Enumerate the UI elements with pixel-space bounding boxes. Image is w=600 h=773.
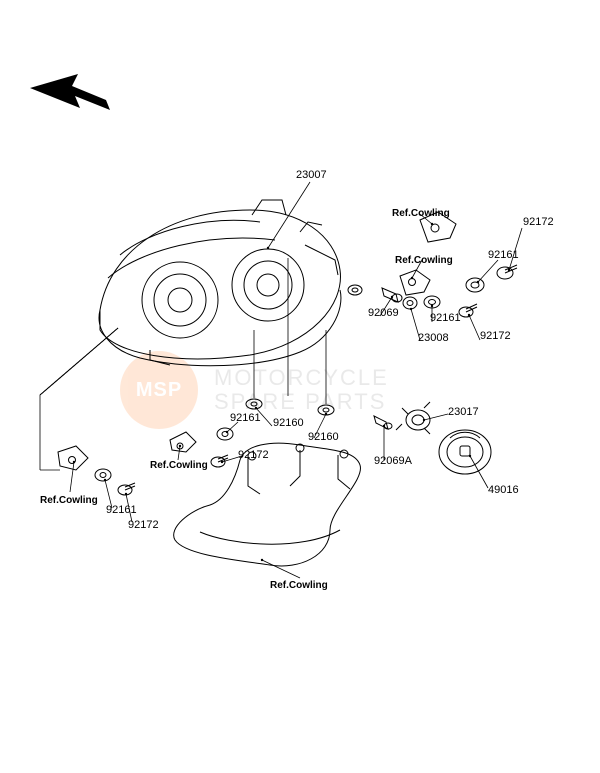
ref-cowling-label: Ref.Cowling xyxy=(150,460,208,471)
long-leaders xyxy=(40,258,326,470)
callout-92161: 92161 xyxy=(106,504,137,516)
ref-cowling-label: Ref.Cowling xyxy=(40,495,98,506)
callout-23007: 23007 xyxy=(296,169,327,181)
callout-92172: 92172 xyxy=(128,519,159,531)
diagram-page: { "diagram": { "type": "exploded-parts-d… xyxy=(0,0,600,773)
callout-92160: 92160 xyxy=(308,431,339,443)
headlamp-assembly xyxy=(99,200,341,366)
callout-92172: 92172 xyxy=(480,330,511,342)
callout-23017: 23017 xyxy=(448,406,479,418)
ref-cowling-label: Ref.Cowling xyxy=(395,255,453,266)
callout-92069: 92069 xyxy=(368,307,399,319)
callout-92172: 92172 xyxy=(523,216,554,228)
direction-arrow-icon xyxy=(30,74,110,110)
callout-49016: 49016 xyxy=(488,484,519,496)
callout-92161: 92161 xyxy=(488,249,519,261)
callout-92161: 92161 xyxy=(230,412,261,424)
callout-23008: 23008 xyxy=(418,332,449,344)
callout-92160: 92160 xyxy=(273,417,304,429)
mount-bracket-left xyxy=(58,446,135,495)
diagram-svg xyxy=(0,0,600,773)
callout-92069A: 92069A xyxy=(374,455,412,467)
ref-cowling-label: Ref.Cowling xyxy=(270,580,328,591)
ref-cowling-label: Ref.Cowling xyxy=(392,208,450,219)
callout-92161: 92161 xyxy=(430,312,461,324)
callout-92172: 92172 xyxy=(238,449,269,461)
